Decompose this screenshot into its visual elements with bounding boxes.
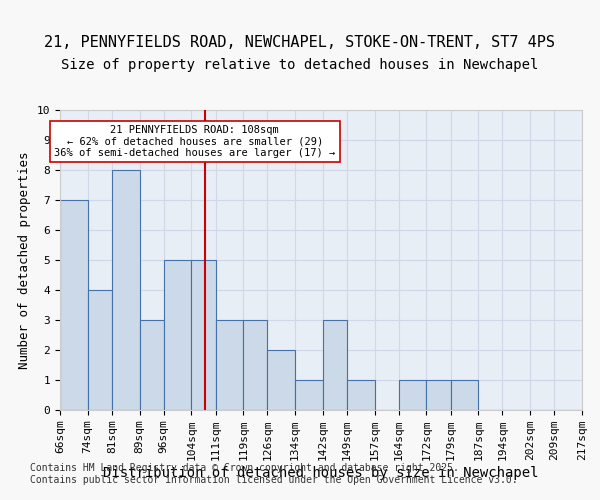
Text: Size of property relative to detached houses in Newchapel: Size of property relative to detached ho… — [61, 58, 539, 71]
Bar — [215, 320, 243, 410]
Bar — [347, 380, 374, 410]
Bar — [295, 380, 323, 410]
Bar — [60, 200, 88, 410]
X-axis label: Distribution of detached houses by size in Newchapel: Distribution of detached houses by size … — [103, 466, 539, 480]
Bar — [268, 350, 295, 410]
Bar — [427, 380, 451, 410]
Bar — [399, 380, 427, 410]
Text: Contains HM Land Registry data © Crown copyright and database right 2025.
Contai: Contains HM Land Registry data © Crown c… — [30, 464, 518, 485]
Text: 21, PENNYFIELDS ROAD, NEWCHAPEL, STOKE-ON-TRENT, ST7 4PS: 21, PENNYFIELDS ROAD, NEWCHAPEL, STOKE-O… — [44, 35, 556, 50]
Bar — [164, 260, 191, 410]
Bar — [191, 260, 215, 410]
Bar — [451, 380, 478, 410]
Bar — [323, 320, 347, 410]
Text: 21 PENNYFIELDS ROAD: 108sqm
← 62% of detached houses are smaller (29)
36% of sem: 21 PENNYFIELDS ROAD: 108sqm ← 62% of det… — [54, 125, 335, 158]
Bar — [88, 290, 112, 410]
Y-axis label: Number of detached properties: Number of detached properties — [18, 151, 31, 369]
Bar — [140, 320, 164, 410]
Bar — [243, 320, 268, 410]
Bar — [112, 170, 140, 410]
